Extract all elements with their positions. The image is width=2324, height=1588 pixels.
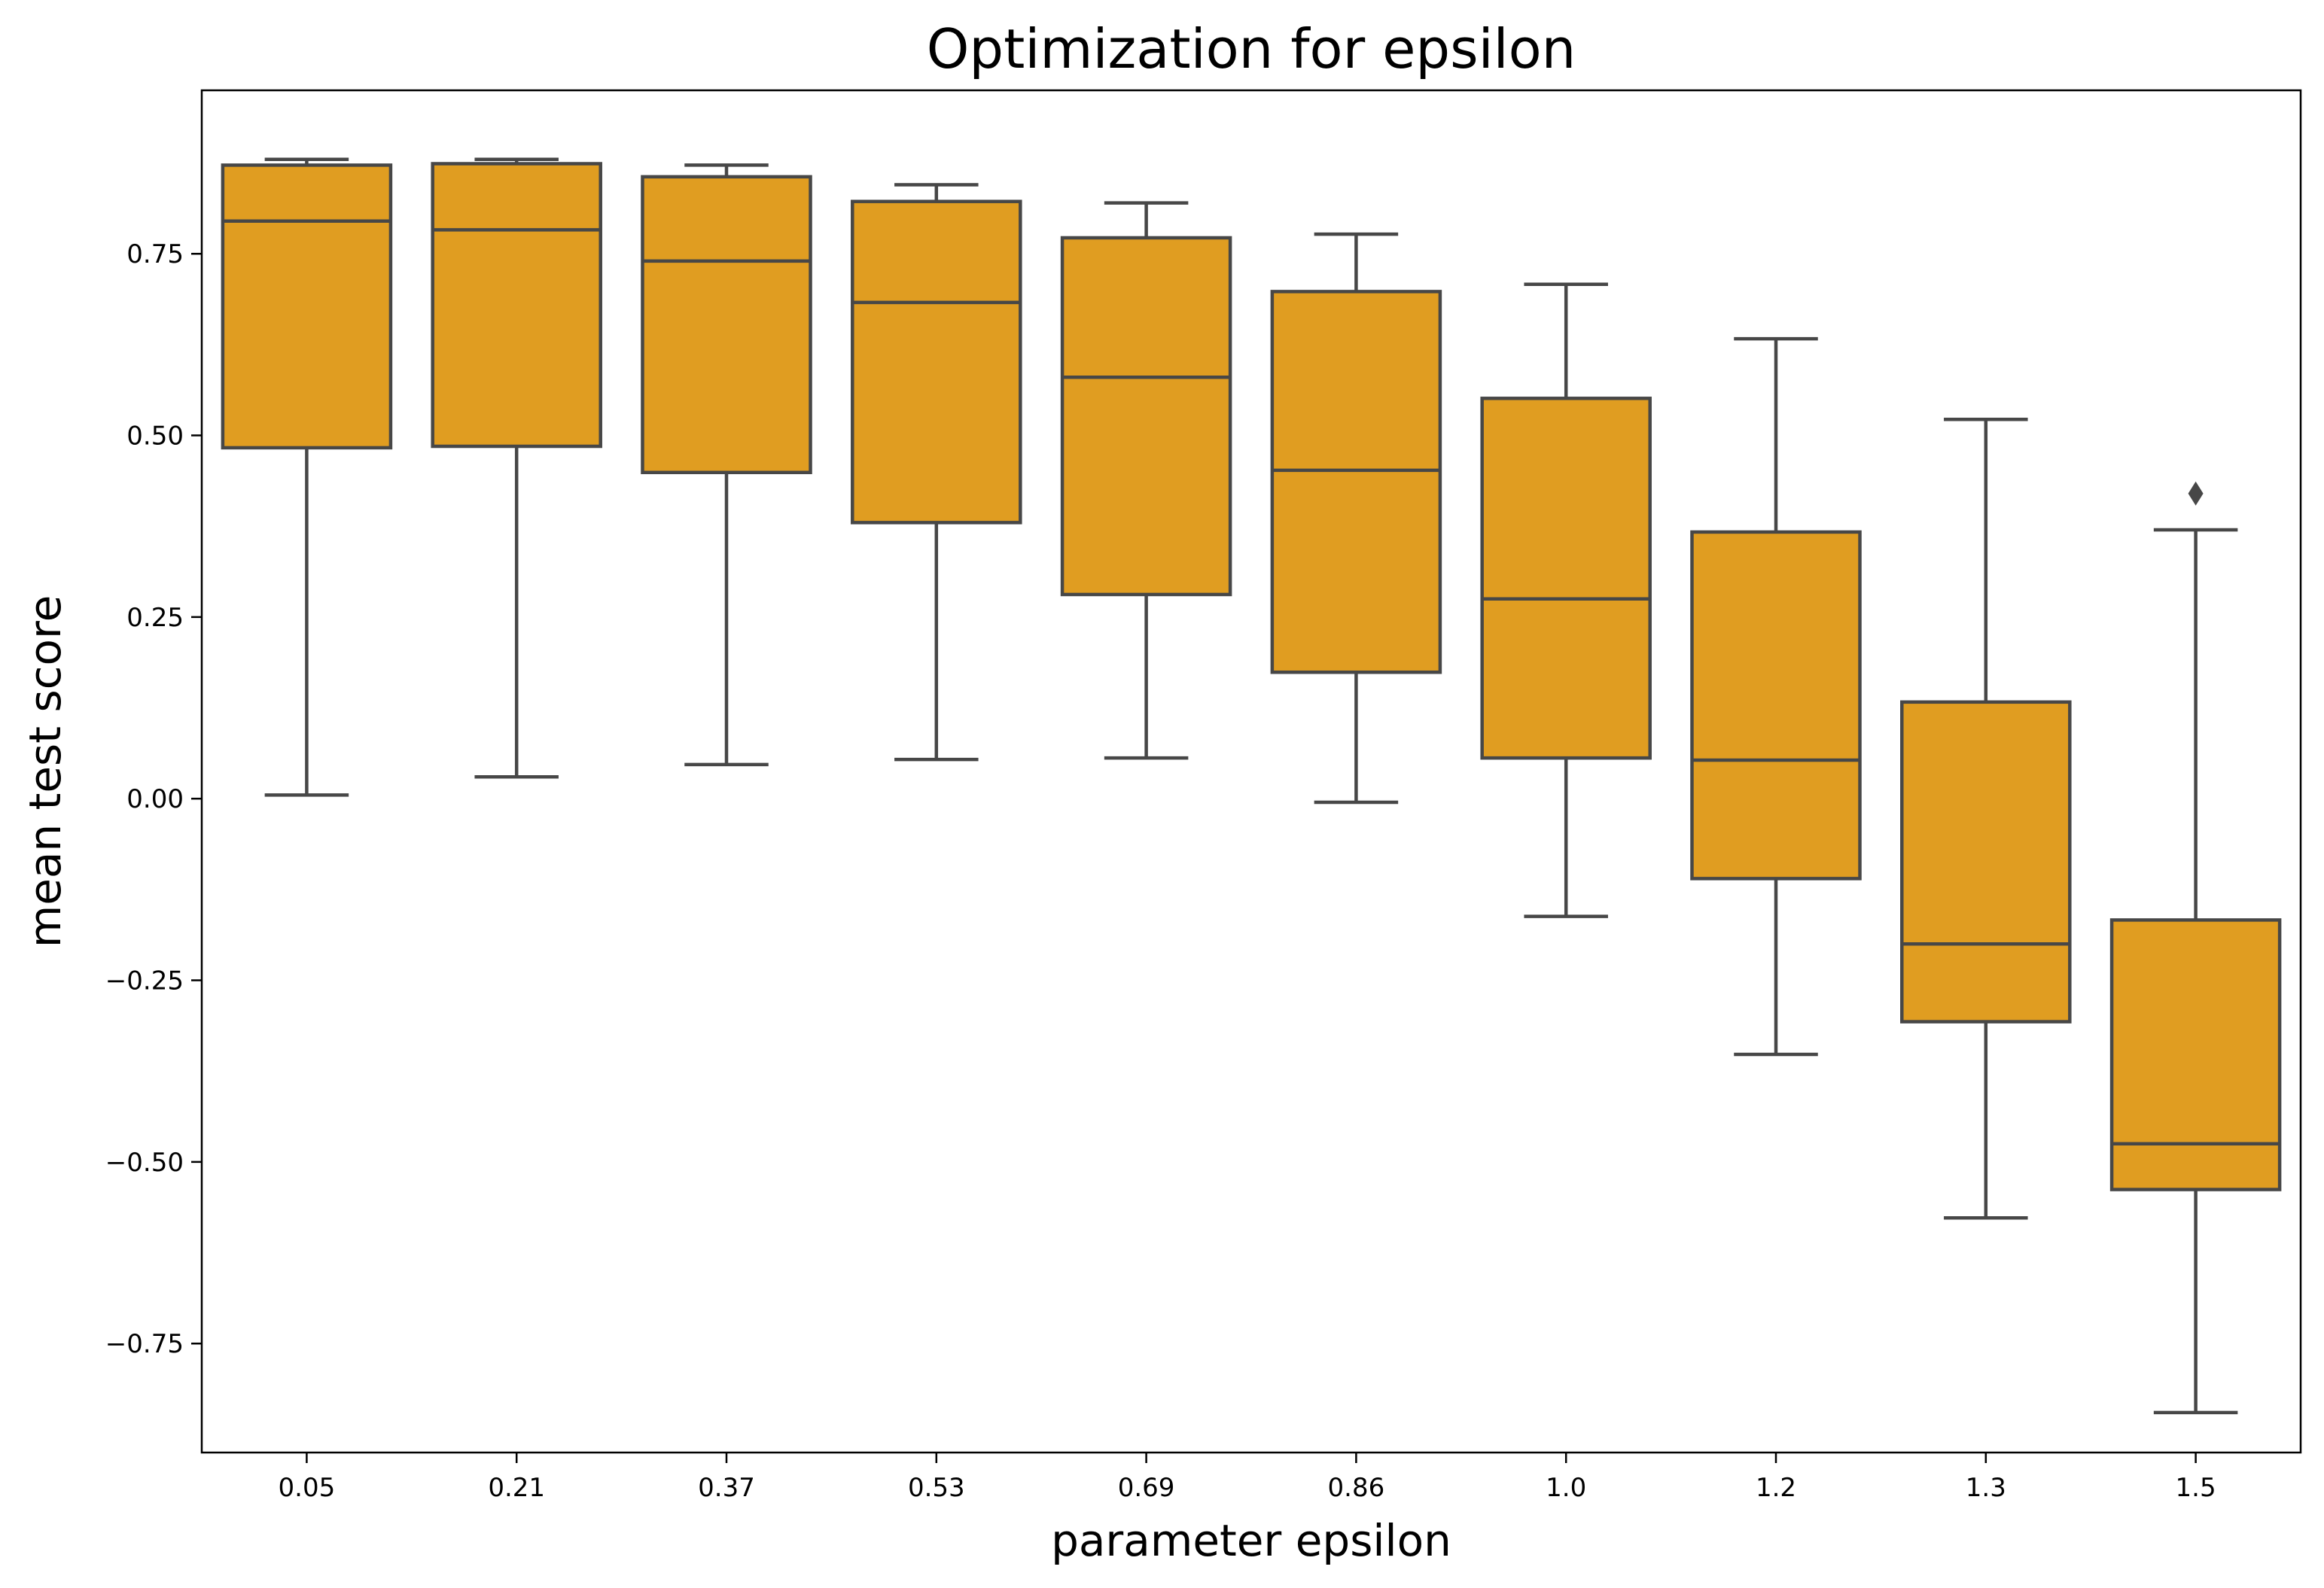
x-axis-label: parameter epsilon: [1051, 1515, 1451, 1566]
y-tick-label: 0.00: [126, 784, 184, 814]
x-tick-label: 1.0: [1546, 1473, 1586, 1503]
y-tick-label: −0.25: [105, 966, 184, 996]
box-iqr: [1900, 700, 2072, 1024]
box-group-0.53: [851, 183, 1022, 762]
x-tick-label: 0.53: [908, 1473, 965, 1503]
x-tick-label: 1.3: [1966, 1473, 2006, 1503]
box-group-1.2: [1690, 336, 1862, 1057]
y-tick-label: −0.50: [105, 1148, 184, 1178]
box-group-0.37: [641, 163, 812, 767]
x-tick-label: 1.5: [2176, 1473, 2216, 1503]
box-group-1.0: [1480, 282, 1652, 918]
box-iqr: [221, 163, 393, 450]
box-group-1.5: [2109, 481, 2282, 1415]
boxes-layer: [221, 157, 2282, 1415]
box-iqr: [1480, 397, 1652, 760]
x-tick-label: 0.86: [1328, 1473, 1385, 1503]
box-iqr: [1690, 530, 1862, 881]
y-axis-ticks: 0.75 0.50 0.25 0.00 −0.25 −0.50 −0.75: [105, 239, 202, 1359]
box-group-0.05: [221, 157, 393, 797]
y-tick-label: 0.25: [126, 603, 184, 633]
x-tick-label: 0.69: [1118, 1473, 1175, 1503]
box-group-0.69: [1060, 201, 1232, 760]
chart-title: Optimization for epsilon: [927, 17, 1576, 81]
box-iqr: [2109, 918, 2282, 1191]
plot-area-frame: [200, 89, 2302, 1454]
box-iqr: [641, 175, 812, 475]
x-tick-label: 0.37: [698, 1473, 755, 1503]
y-tick-label: 0.50: [126, 421, 184, 452]
y-tick-label: 0.75: [126, 239, 184, 269]
box-group-1.3: [1900, 418, 2072, 1220]
box-group-0.86: [1270, 232, 1442, 805]
box-iqr: [851, 199, 1022, 525]
x-tick-label: 1.2: [1756, 1473, 1796, 1503]
y-tick-label: −0.75: [105, 1329, 184, 1359]
box-group-0.21: [431, 157, 602, 779]
box-iqr: [431, 162, 602, 449]
x-tick-label: 0.05: [279, 1473, 336, 1503]
outlier-point: [2188, 481, 2204, 506]
box-iqr: [1270, 290, 1442, 674]
box-iqr: [1060, 236, 1232, 597]
x-tick-label: 0.21: [488, 1473, 545, 1503]
x-axis-ticks: 0.05 0.21 0.37 0.53 0.69 0.86 1.0 1.2 1.3 1.5: [279, 1453, 2216, 1503]
y-axis-label: mean test score: [20, 595, 71, 948]
